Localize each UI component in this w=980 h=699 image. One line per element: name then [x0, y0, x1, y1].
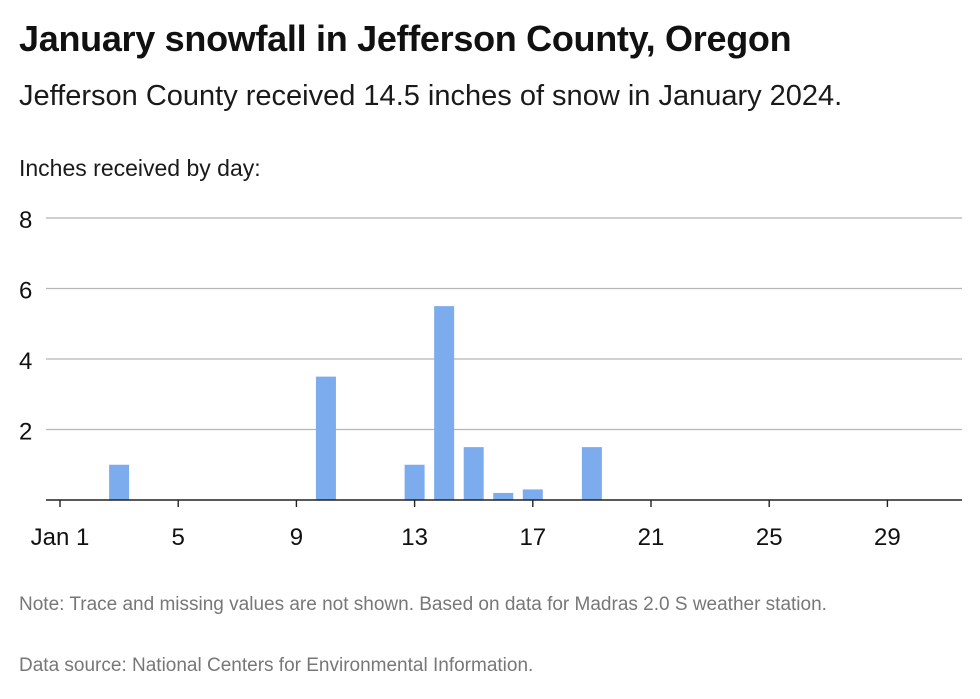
- bar: [581, 447, 602, 500]
- axes: 2 4 6 8 Jan 1 5 9 13 17 21 25 29: [19, 207, 962, 551]
- chart-subtitle: Jefferson County received 14.5 inches of…: [19, 80, 843, 112]
- y-tick-label: 2: [19, 419, 32, 446]
- bar: [404, 464, 425, 500]
- chart-title: January snowfall in Jefferson County, Or…: [19, 18, 792, 59]
- bar: [315, 376, 336, 500]
- bar: [463, 447, 484, 500]
- x-tick-label: 5: [172, 524, 185, 551]
- y-tick-label: 4: [19, 348, 32, 375]
- bars: [109, 306, 602, 500]
- x-tick-label: 25: [756, 524, 783, 551]
- y-tick-label: 6: [19, 278, 32, 305]
- chart-note: Note: Trace and missing values are not s…: [19, 594, 827, 615]
- bar: [493, 492, 514, 500]
- x-tick-label: 21: [638, 524, 665, 551]
- gridlines: [46, 217, 962, 431]
- y-axis-caption: Inches received by day:: [19, 155, 261, 181]
- x-tick-label: 17: [519, 524, 546, 551]
- bar: [109, 464, 130, 500]
- x-tick-label: 9: [290, 524, 303, 551]
- bar-chart: 2 4 6 8 Jan 1 5 9 13 17 21 25 29: [19, 207, 962, 551]
- x-tick-label: 29: [874, 524, 901, 551]
- data-source: Data source: National Centers for Enviro…: [19, 655, 534, 676]
- x-tick-label: Jan 1: [31, 524, 90, 551]
- bar: [434, 306, 455, 500]
- bar: [522, 489, 543, 500]
- y-tick-label: 8: [19, 207, 32, 234]
- x-tick-label: 13: [401, 524, 428, 551]
